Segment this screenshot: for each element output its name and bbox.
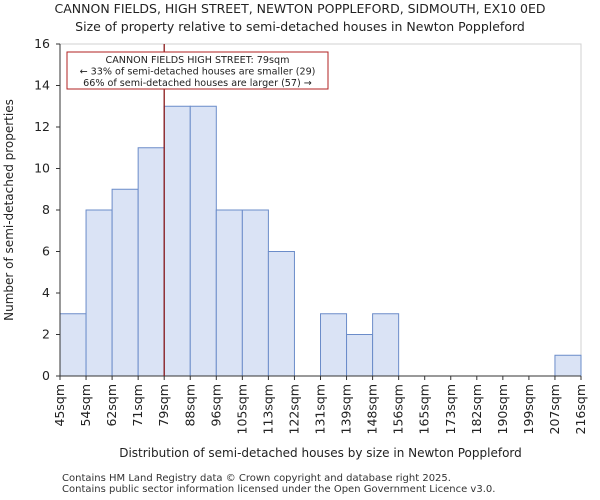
histogram-bar xyxy=(111,188,139,377)
x-tick-label: 148sqm xyxy=(365,384,380,434)
x-tick-label: 88sqm xyxy=(182,384,197,427)
histogram-bar xyxy=(372,313,400,377)
histogram-chart: 0 2 4 6 8 10 12 14 16 45sqm 54sqm 62sqm 71sqm 79sqm 88… xyxy=(2,36,588,460)
y-tick-label: 2 xyxy=(42,327,50,342)
y-tick-label: 14 xyxy=(34,78,50,93)
x-tick-label: 190sqm xyxy=(495,384,510,434)
y-tick-label: 10 xyxy=(34,161,50,176)
histogram-bar xyxy=(267,251,295,377)
chart-subtitle: Size of property relative to semi-detach… xyxy=(75,19,525,34)
x-tick-label: 79sqm xyxy=(156,384,171,427)
annotation-larger: 66% of semi-detached houses are larger (… xyxy=(83,78,312,89)
histogram-bar xyxy=(346,334,374,377)
annotation-smaller: ← 33% of semi-detached houses are smalle… xyxy=(80,67,316,78)
y-tick-label: 8 xyxy=(42,202,50,217)
histogram-bar xyxy=(85,209,113,377)
x-tick-label: 173sqm xyxy=(443,384,458,434)
x-tick-label: 105sqm xyxy=(234,384,249,434)
histogram-bar xyxy=(215,209,243,377)
x-tick-label: 182sqm xyxy=(469,384,484,434)
chart-title-address: CANNON FIELDS, HIGH STREET, NEWTON POPPL… xyxy=(54,1,546,16)
x-tick-label: 113sqm xyxy=(260,384,275,434)
y-axis-label: Number of semi-detached properties xyxy=(2,99,16,321)
y-tick-label: 6 xyxy=(42,244,50,259)
histogram-bar xyxy=(189,105,217,377)
histogram-bar xyxy=(163,105,191,377)
x-tick-label: 131sqm xyxy=(313,384,328,434)
x-tick-label: 71sqm xyxy=(130,384,145,427)
y-tick-label: 12 xyxy=(34,119,50,134)
x-axis-label: Distribution of semi-detached houses by … xyxy=(119,446,522,460)
histogram-bar xyxy=(59,313,87,377)
x-tick-label: 45sqm xyxy=(52,384,67,427)
x-tick-label: 122sqm xyxy=(286,384,301,434)
x-tick-label: 62sqm xyxy=(104,384,119,427)
x-tick-label: 207sqm xyxy=(547,384,562,434)
y-tick-label: 16 xyxy=(34,36,50,51)
histogram-bar xyxy=(241,209,269,377)
footer-copyright: Contains HM Land Registry data © Crown c… xyxy=(62,473,451,484)
histogram-bar xyxy=(137,147,165,377)
annotation-box xyxy=(66,51,329,90)
x-tick-label: 165sqm xyxy=(417,384,432,434)
x-tick-label: 96sqm xyxy=(208,384,223,427)
histogram-bar xyxy=(320,313,348,377)
annotation-title: CANNON FIELDS HIGH STREET: 79sqm xyxy=(106,55,290,66)
y-tick-label: 0 xyxy=(42,368,50,383)
x-tick-label: 156sqm xyxy=(391,384,406,434)
x-tick-label: 54sqm xyxy=(78,384,93,427)
histogram-bar xyxy=(554,354,582,377)
x-tick-label: 216sqm xyxy=(573,384,588,434)
x-tick-label: 199sqm xyxy=(521,384,536,434)
x-tick-label: 139sqm xyxy=(339,384,354,434)
footer-licence: Contains public sector information licen… xyxy=(62,484,496,495)
y-tick-label: 4 xyxy=(42,285,50,300)
